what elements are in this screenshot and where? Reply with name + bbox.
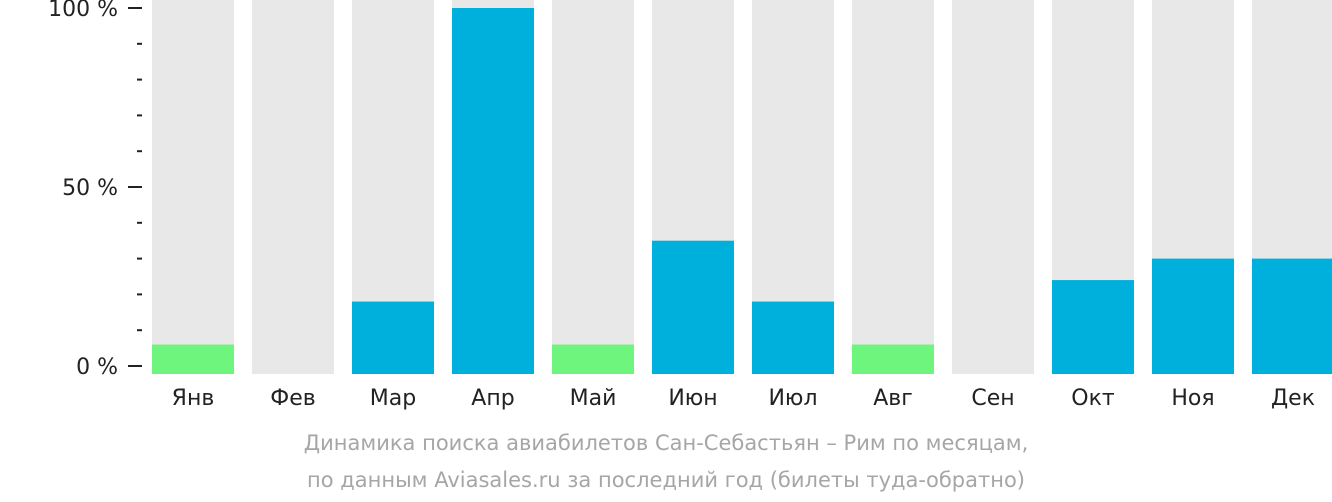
x-axis: Янв Фев Мар Апр Май Июн Июл Авг Сен Окт Ноя Дек (172, 386, 1315, 411)
x-tick-label: Янв (172, 386, 215, 411)
y-tick-label: 50 % (62, 176, 118, 201)
x-tick-label: Авг (873, 386, 913, 411)
caption-line-1: Динамика поиска авиабилетов Сан-Себастья… (303, 431, 1029, 455)
bar-background (852, 0, 934, 374)
bar-background (552, 0, 634, 374)
bar-3 (352, 301, 434, 374)
x-tick-label: Июн (668, 386, 717, 411)
y-tick-label: 100 % (48, 0, 118, 22)
bar-background (152, 0, 234, 374)
y-tick-label: 0 % (76, 355, 118, 380)
caption-line-2: по данным Aviasales.ru за последний год … (307, 468, 1025, 492)
bar-6 (652, 240, 734, 374)
bar-4 (452, 8, 534, 374)
x-tick-label: Ноя (1171, 386, 1214, 411)
bar-12 (1252, 258, 1332, 374)
x-tick-label: Апр (471, 386, 514, 411)
bar-8 (852, 344, 934, 374)
x-tick-label: Окт (1071, 386, 1115, 411)
bar-background (952, 0, 1034, 374)
bar-11 (1152, 258, 1234, 374)
bar-10 (1052, 280, 1134, 374)
bar-background (252, 0, 334, 374)
bar-1 (152, 344, 234, 374)
x-tick-label: Фев (270, 386, 315, 411)
bar-7 (752, 301, 834, 374)
bar-5 (552, 344, 634, 374)
x-tick-label: Май (570, 386, 617, 411)
x-tick-label: Сен (971, 386, 1014, 411)
x-tick-label: Мар (370, 386, 416, 411)
bars (152, 0, 1332, 374)
x-tick-label: Дек (1271, 386, 1315, 411)
y-axis: 0 % 50 % 100 % (48, 0, 142, 380)
x-tick-label: Июл (768, 386, 817, 411)
